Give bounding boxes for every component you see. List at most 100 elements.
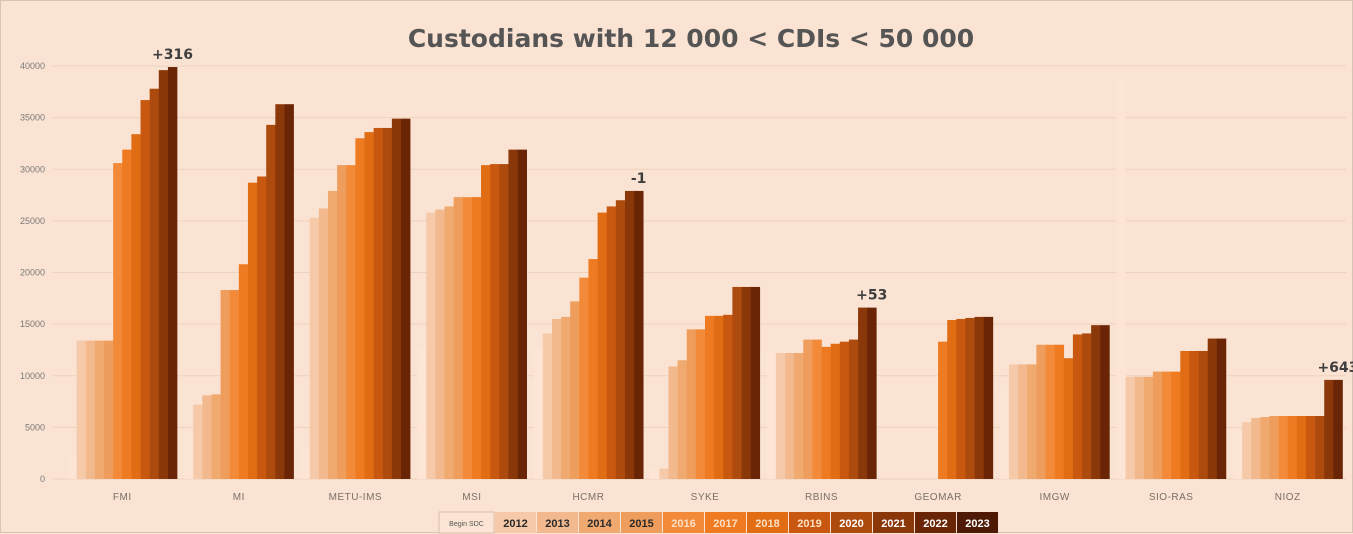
bar <box>1232 429 1243 479</box>
legend-label: 2016 <box>671 518 695 530</box>
annotations: +316 -1 +53 +643 <box>152 47 1353 376</box>
bar <box>499 164 509 479</box>
y-tick-label: 5000 <box>25 422 45 432</box>
annotation-label: +643 <box>1317 360 1353 376</box>
bar <box>1018 364 1028 479</box>
bar <box>1180 350 1190 479</box>
legend-label: 2012 <box>503 518 527 530</box>
legend-item: 2018 <box>747 512 788 533</box>
bar <box>732 286 742 479</box>
bar <box>309 217 320 479</box>
bar <box>983 316 994 479</box>
bar <box>462 197 473 479</box>
y-axis-ticks: 0 5000 10000 15000 20000 25000 30000 35000 40000 <box>20 61 45 484</box>
bar <box>606 206 617 480</box>
bar <box>1045 344 1055 479</box>
legend-label: 2019 <box>797 518 821 530</box>
bar <box>426 212 436 479</box>
x-tick-label: SYKE <box>691 492 720 503</box>
bar <box>167 67 178 479</box>
bar <box>570 301 580 479</box>
bar <box>85 340 96 479</box>
bar <box>1260 417 1270 479</box>
legend-label: 2013 <box>545 518 569 530</box>
bar <box>67 457 77 479</box>
bar <box>821 346 831 479</box>
legend-swatch <box>957 512 998 533</box>
bar-group <box>938 316 994 479</box>
bar <box>956 318 966 479</box>
bar <box>401 118 411 479</box>
y-tick-label: 20000 <box>20 268 45 278</box>
bar <box>974 316 985 479</box>
bar <box>579 277 589 479</box>
bar <box>588 259 598 479</box>
bar <box>965 317 975 479</box>
bar <box>1008 364 1019 479</box>
bar <box>750 286 761 479</box>
legend-label: 2023 <box>965 518 989 530</box>
legend-swatch <box>915 512 956 533</box>
legend-item: 2012 <box>495 512 536 533</box>
bar <box>76 340 87 479</box>
legend-label: 2015 <box>629 518 653 530</box>
y-tick-label: 40000 <box>20 61 45 71</box>
legend-swatch <box>579 512 620 533</box>
bar <box>766 353 777 479</box>
bar <box>1116 78 1126 479</box>
bar-group <box>1232 379 1343 479</box>
bar-group <box>417 149 527 480</box>
bar <box>686 329 697 479</box>
bar <box>247 182 258 480</box>
y-tick-label: 0 <box>40 474 45 484</box>
bar-group <box>300 118 411 480</box>
bar <box>471 197 482 479</box>
bar <box>1278 416 1289 479</box>
bar <box>1269 416 1279 479</box>
bar <box>417 346 427 479</box>
bar <box>830 343 841 479</box>
bar <box>318 208 329 480</box>
x-tick-label: SIO-RAS <box>1149 492 1194 503</box>
legend-label: 2018 <box>755 518 779 530</box>
bar <box>1027 364 1037 479</box>
bar <box>1315 416 1325 479</box>
y-tick-label: 25000 <box>20 216 45 226</box>
bar <box>1324 379 1334 479</box>
bar <box>723 314 733 479</box>
bar <box>104 340 114 479</box>
legend-item: Begin SDC <box>438 511 495 534</box>
bar <box>1251 418 1261 479</box>
bars <box>67 67 1343 480</box>
legend-item: 2019 <box>789 512 830 533</box>
bar <box>327 190 338 479</box>
bar <box>1125 376 1135 479</box>
bar <box>113 163 123 479</box>
bar-group <box>766 307 877 479</box>
x-tick-label: IMGW <box>1039 492 1069 503</box>
x-tick-label: FMI <box>113 492 132 503</box>
legend-swatch <box>789 512 830 533</box>
bar <box>1091 325 1101 479</box>
bar <box>561 316 571 479</box>
bar <box>202 395 212 479</box>
bar-group <box>1116 78 1227 479</box>
legend-swatch <box>873 512 914 533</box>
legend-item: 2021 <box>873 512 914 533</box>
bar <box>508 149 518 479</box>
bar <box>615 200 626 479</box>
x-tick-label: METU-IMS <box>329 492 382 503</box>
annotation-label: +53 <box>856 288 887 304</box>
bar <box>337 165 347 479</box>
bar <box>229 290 240 479</box>
bar <box>1134 376 1145 479</box>
bar <box>794 353 804 479</box>
bar <box>597 212 608 479</box>
bar <box>1072 334 1083 479</box>
legend-item: 2016 <box>663 512 704 533</box>
legend-label: 2017 <box>713 518 737 530</box>
bar <box>714 315 724 479</box>
bar <box>1296 416 1307 479</box>
bar <box>122 149 132 479</box>
